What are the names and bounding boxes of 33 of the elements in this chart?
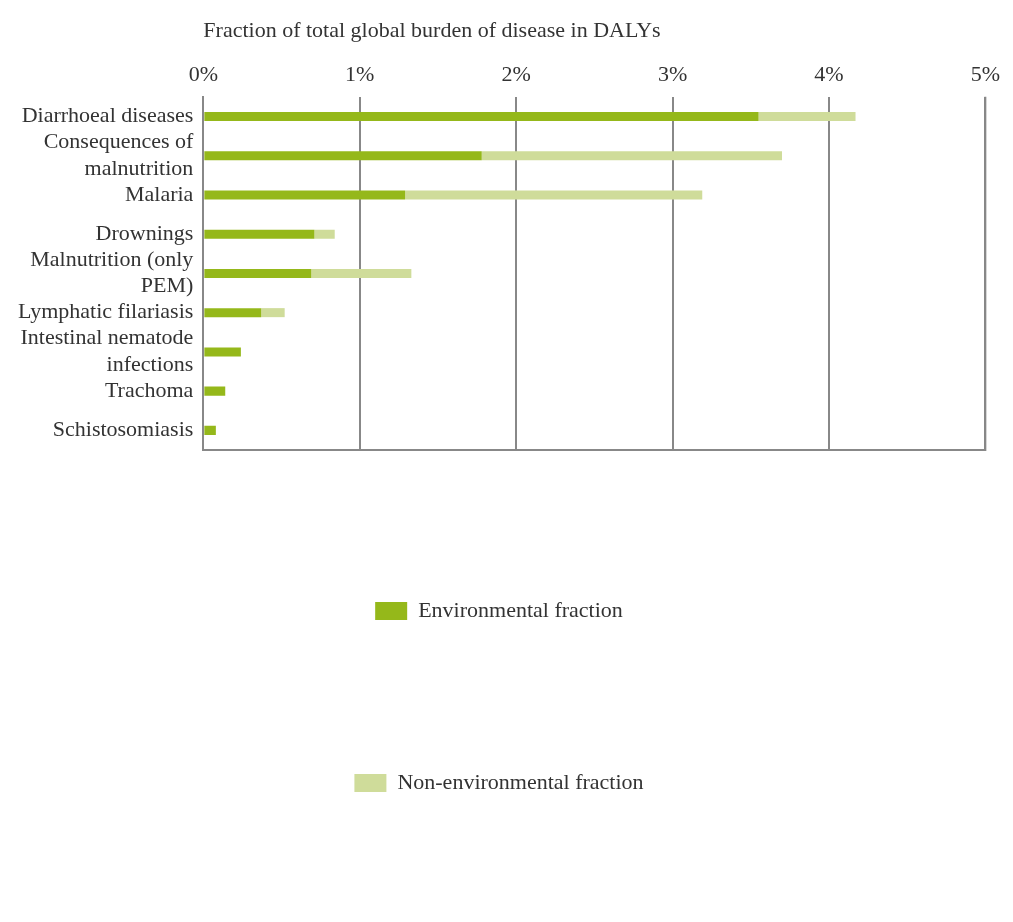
x-tick-label: 2% <box>501 61 531 87</box>
bar <box>204 425 216 435</box>
y-tick-label: Lymphatic filariasis <box>17 298 194 324</box>
bar <box>311 268 412 278</box>
x-tick-label: 1% <box>345 61 375 87</box>
x-tick-label: 0% <box>188 61 219 87</box>
x-tick-label: 5% <box>970 61 1000 87</box>
bar <box>204 386 226 396</box>
bar <box>204 111 759 121</box>
x-tick-label: 4% <box>814 61 844 87</box>
legend-label: Environmental fraction <box>418 596 623 622</box>
bar <box>261 308 285 318</box>
bar <box>405 190 703 200</box>
bar <box>204 190 406 200</box>
bar <box>204 268 312 278</box>
y-tick-label: Malaria <box>124 180 194 206</box>
y-tick-label: Trachoma <box>104 376 194 402</box>
y-tick-label: Malnutrition (only PEM) <box>30 245 194 298</box>
bar <box>758 111 856 121</box>
y-tick-label: Drownings <box>95 219 194 245</box>
y-tick-label: Intestinal nematode infections <box>20 324 194 376</box>
bar <box>204 308 262 318</box>
legend-label: Non-environmental fraction <box>397 768 644 794</box>
x-tick-label: 3% <box>657 61 688 87</box>
bar <box>204 347 241 357</box>
bar <box>204 151 482 161</box>
bar <box>481 151 783 161</box>
x-axis-title: Fraction of total global burden of disease in DALYs <box>203 16 661 42</box>
y-tick-label: Schistosomiasis <box>52 416 194 442</box>
bar <box>314 229 335 239</box>
y-tick-label: Diarrhoeal diseases <box>21 102 194 128</box>
y-tick-label: Consequences of malnutrition <box>43 128 195 180</box>
bar <box>204 229 315 239</box>
